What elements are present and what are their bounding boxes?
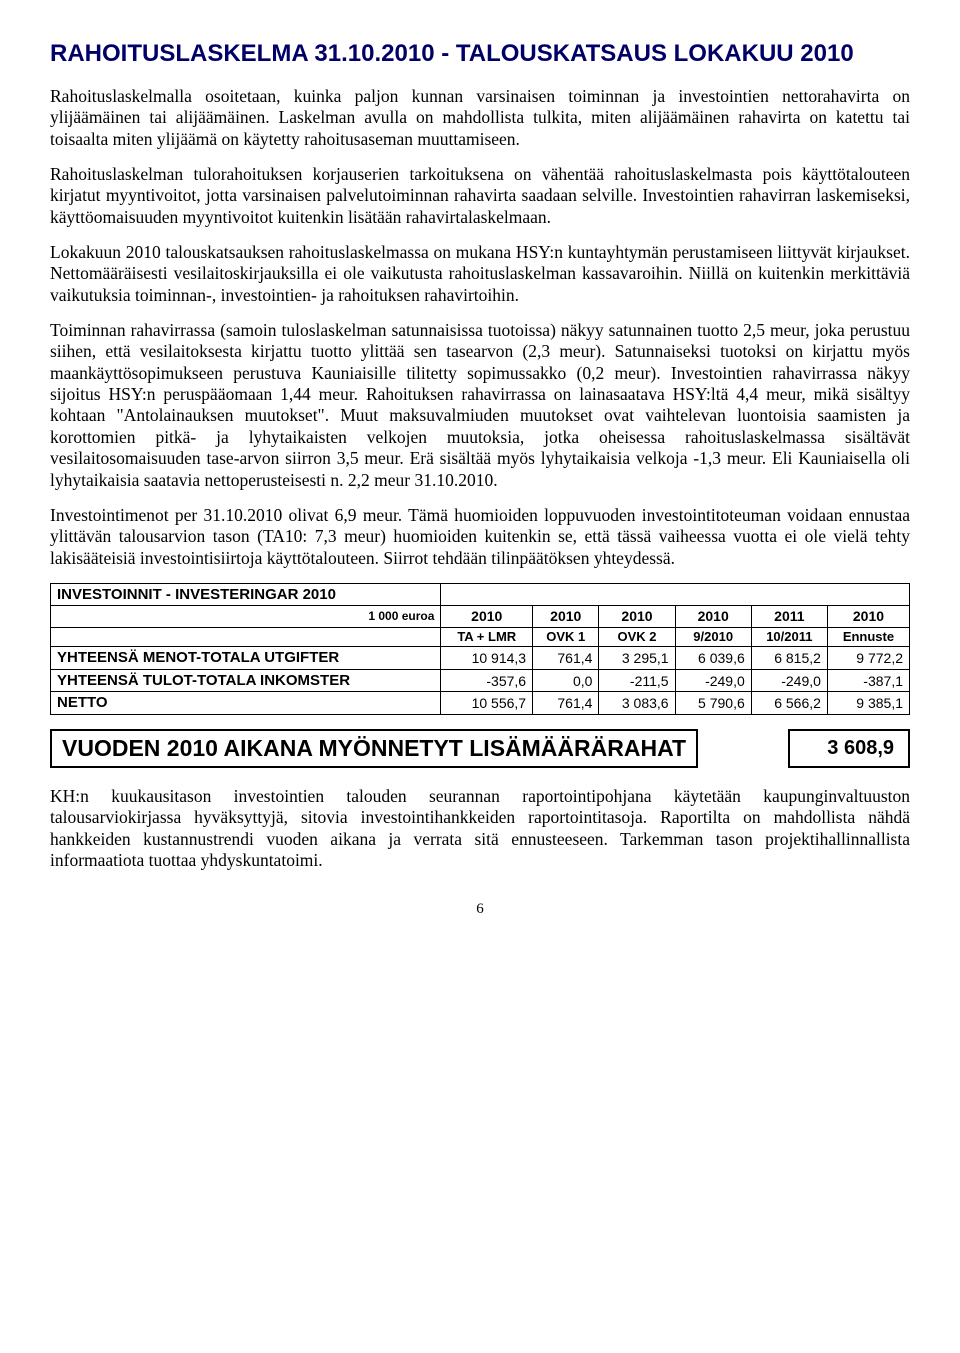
row-label-tulot: YHTEENSÄ TULOT-TOTALA INKOMSTER	[51, 669, 441, 692]
investment-table-wrap: INVESTOINNIT - INVESTERINGAR 2010 1 000 …	[50, 583, 910, 715]
invest-hdr-year-1: 2010	[533, 606, 599, 627]
cell: 6 815,2	[751, 647, 827, 670]
invest-hdr-sub-2: OVK 2	[599, 627, 675, 647]
invest-hdr-year-2: 2010	[599, 606, 675, 627]
cell: -249,0	[675, 669, 751, 692]
table-row: NETTO 10 556,7 761,4 3 083,6 5 790,6 6 5…	[51, 692, 910, 715]
row-label-menot: YHTEENSÄ MENOT-TOTALA UTGIFTER	[51, 647, 441, 670]
cell: 5 790,6	[675, 692, 751, 715]
paragraph-4: Toiminnan rahavirrassa (samoin tuloslask…	[50, 320, 910, 491]
invest-hdr-year-3: 2010	[675, 606, 751, 627]
cell: -211,5	[599, 669, 675, 692]
paragraph-2: Rahoituslaskelman tulorahoituksen korjau…	[50, 164, 910, 228]
investment-table: INVESTOINNIT - INVESTERINGAR 2010 1 000 …	[50, 583, 910, 715]
cell: 9 385,1	[827, 692, 909, 715]
invest-hdr-sub-1: OVK 1	[533, 627, 599, 647]
cell: -357,6	[441, 669, 533, 692]
invest-hdr-year-4: 2011	[751, 606, 827, 627]
invest-table-title: INVESTOINNIT - INVESTERINGAR 2010	[51, 583, 441, 606]
cell: -249,0	[751, 669, 827, 692]
document-page: RAHOITUSLASKELMA 31.10.2010 - TALOUSKATS…	[0, 0, 960, 948]
paragraph-6: KH:n kuukausitason investointien taloude…	[50, 786, 910, 871]
cell: 3 295,1	[599, 647, 675, 670]
paragraph-5: Investointimenot per 31.10.2010 olivat 6…	[50, 505, 910, 569]
invest-unit-label: 1 000 euroa	[51, 606, 441, 627]
cell: 761,4	[533, 647, 599, 670]
cell: 6 566,2	[751, 692, 827, 715]
paragraph-1: Rahoituslaskelmalla osoitetaan, kuinka p…	[50, 86, 910, 150]
additional-funds-row: VUODEN 2010 AIKANA MYÖNNETYT LISÄMÄÄRÄRA…	[50, 729, 910, 768]
row-label-netto: NETTO	[51, 692, 441, 715]
invest-hdr-sub-3: 9/2010	[675, 627, 751, 647]
cell: 10 556,7	[441, 692, 533, 715]
cell: 3 083,6	[599, 692, 675, 715]
invest-hdr-sub-5: Ennuste	[827, 627, 909, 647]
cell: -387,1	[827, 669, 909, 692]
cell: 6 039,6	[675, 647, 751, 670]
paragraph-3: Lokakuun 2010 talouskatsauksen rahoitusl…	[50, 242, 910, 306]
table-row: YHTEENSÄ MENOT-TOTALA UTGIFTER 10 914,3 …	[51, 647, 910, 670]
spacer	[698, 729, 788, 768]
invest-hdr-sub-0: TA + LMR	[441, 627, 533, 647]
invest-hdr-sub-4: 10/2011	[751, 627, 827, 647]
additional-funds-title: VUODEN 2010 AIKANA MYÖNNETYT LISÄMÄÄRÄRA…	[50, 729, 698, 768]
invest-hdr-year-5: 2010	[827, 606, 909, 627]
table-row: YHTEENSÄ TULOT-TOTALA INKOMSTER -357,6 0…	[51, 669, 910, 692]
cell: 9 772,2	[827, 647, 909, 670]
invest-hdr-year-0: 2010	[441, 606, 533, 627]
cell: 10 914,3	[441, 647, 533, 670]
page-title: RAHOITUSLASKELMA 31.10.2010 - TALOUSKATS…	[50, 40, 910, 68]
cell: 0,0	[533, 669, 599, 692]
page-number: 6	[50, 901, 910, 918]
additional-funds-value: 3 608,9	[788, 729, 910, 768]
cell: 761,4	[533, 692, 599, 715]
